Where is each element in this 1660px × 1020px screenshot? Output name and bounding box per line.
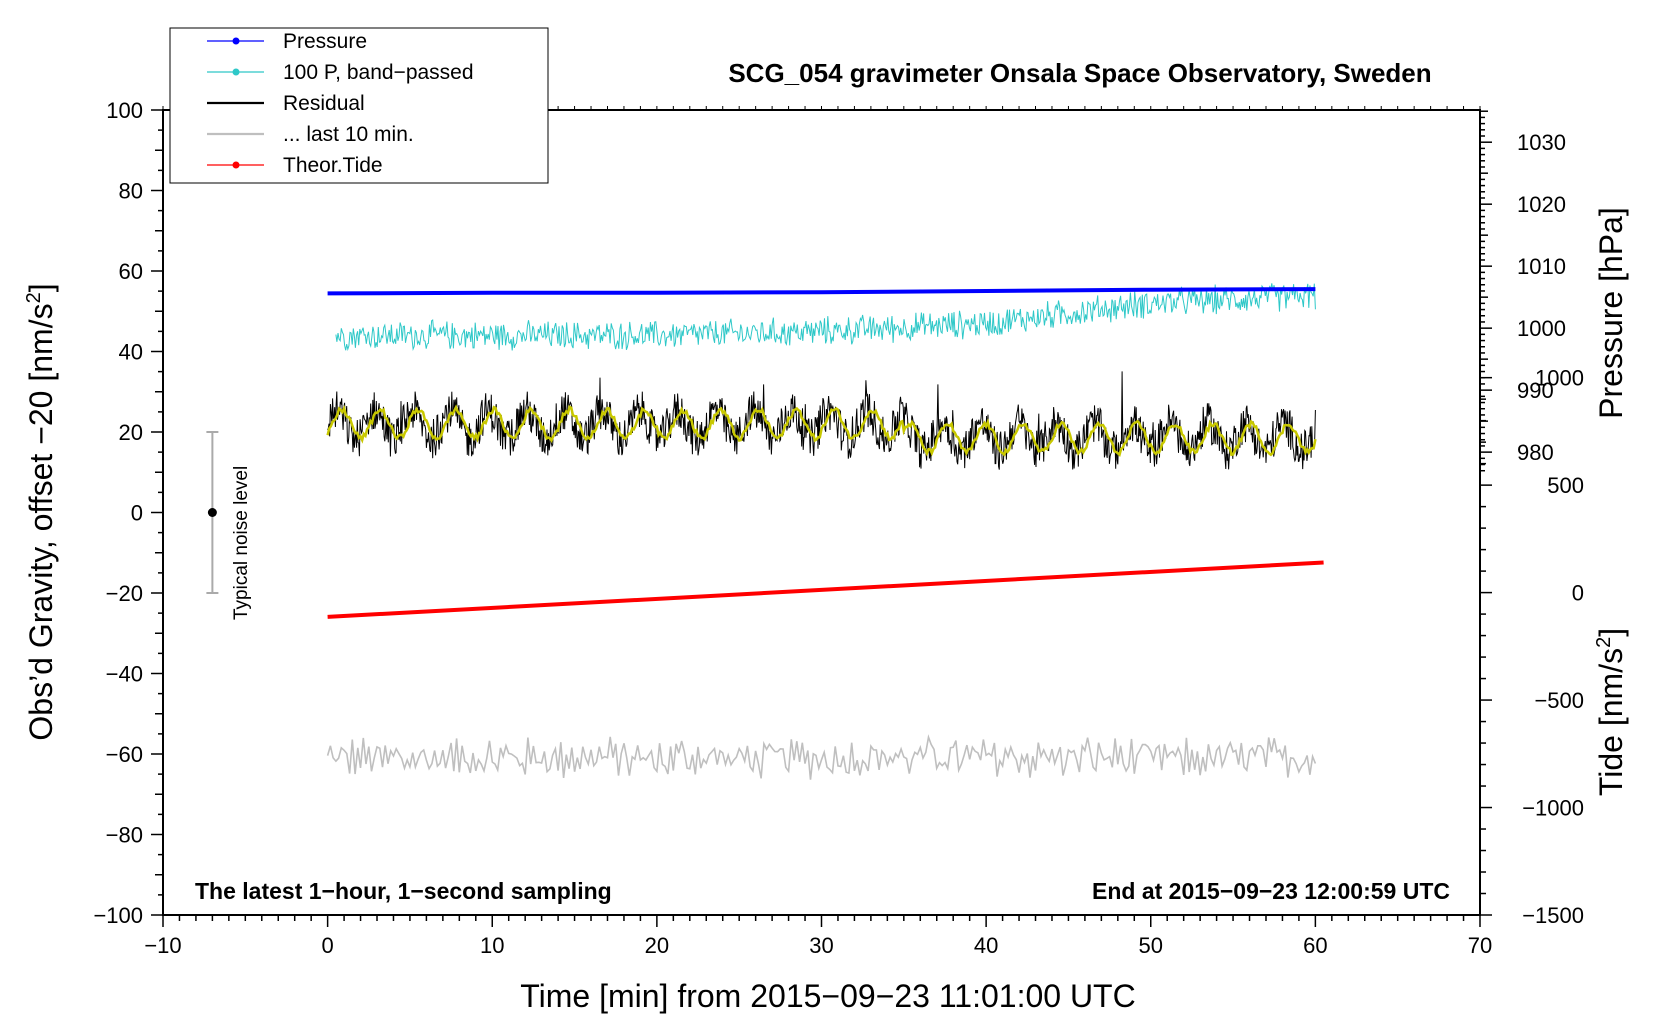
y-tick-label: 20 [119,420,143,445]
tide-tick-label: −1500 [1522,903,1584,928]
y-tick-label: −80 [106,823,143,848]
pressure-tick-label: 980 [1517,440,1554,465]
y-tick-label: −40 [106,662,143,687]
annotation-end-time: End at 2015−09−23 12:00:59 UTC [1092,878,1450,904]
typical-noise-bar [206,431,219,594]
x-axis-label: Time [min] from 2015−09−23 11:01:00 UTC [520,978,1135,1014]
pressure-tick-label: 1030 [1517,130,1566,155]
y-tick-label: 40 [119,340,143,365]
x-tick-label: 10 [480,933,504,958]
pressure-tick-label: 1020 [1517,192,1566,217]
legend-marker [232,68,240,76]
y-tick-label: −100 [93,903,143,928]
pressure-tick-label: 1000 [1517,316,1566,341]
legend-label: ... last 10 min. [283,123,414,146]
x-tick-label: −10 [144,933,181,958]
series-residual [327,371,1316,470]
axis-ticks [151,106,1492,927]
x-tick-label: 20 [645,933,669,958]
y-tick-label: −20 [106,581,143,606]
noise-bar-center-dot [207,508,217,517]
pressure-tick-labels: 980 990 1000 1010 1020 1030 [1517,130,1566,465]
series-pressure-band-passed [335,283,1316,352]
tide-tick-label: 0 [1572,581,1584,606]
x-tick-label: 50 [1139,933,1163,958]
pressure-axis-label: Pressure [hPa] [1593,207,1629,419]
legend-label: Residual [283,92,365,115]
series-layer [326,283,1324,780]
y-tick-label: 80 [119,179,143,204]
legend-label: Pressure [283,30,367,53]
tide-tick-label: −500 [1534,688,1584,713]
legend-box [169,27,549,184]
series-last-10-min [326,734,1317,780]
legend: Pressure 100 P, band−passed Residual ... la… [169,27,549,184]
x-tick-label: 70 [1468,933,1492,958]
y-axis-label-left: Obs’d Gravity, offset −20 [nm/s2] [23,283,59,740]
y-tick-label: 0 [131,501,143,526]
tide-tick-labels: −1500 −1000 −500 0 500 1000 [1522,366,1584,928]
series-pressure [327,287,1316,296]
legend-label: Theor.Tide [283,154,383,177]
legend-marker [232,161,240,169]
tide-tick-label: −1000 [1522,796,1584,821]
y-axis-label-sup: 2 [23,292,45,303]
legend-marker [232,37,240,45]
x-tick-label: 40 [974,933,998,958]
plot-frame [162,109,1481,916]
x-tick-label: 0 [322,933,334,958]
pressure-tick-label: 1010 [1517,254,1566,279]
annotation-sampling: The latest 1−hour, 1−second sampling [195,878,612,904]
tide-tick-label: 500 [1547,473,1584,498]
tide-axis-label: Tide [nm/s2] [1593,628,1629,796]
y-tick-label: 60 [119,259,143,284]
series-residual-smoothed [326,404,1317,457]
x-tick-label: 30 [809,933,833,958]
x-tick-label: 60 [1303,933,1327,958]
y-tick-labels: −100 −80 −60 −40 −20 0 20 40 60 80 100 [93,98,143,928]
y-tick-label: −60 [106,742,143,767]
tide-axis-label-sup: 2 [1593,637,1615,648]
pressure-tick-label: 990 [1517,378,1554,403]
y-tick-label: 100 [106,98,143,123]
x-tick-labels: −10 0 10 20 30 40 50 60 70 [144,933,1492,958]
legend-label: 100 P, band−passed [283,61,474,84]
tide-tick-label: 1000 [1535,366,1584,391]
noise-bar-label: Typical noise level [231,466,252,620]
chart-title: SCG_054 gravimeter Onsala Space Observat… [728,58,1431,88]
series-theoretical-tide [327,560,1324,619]
